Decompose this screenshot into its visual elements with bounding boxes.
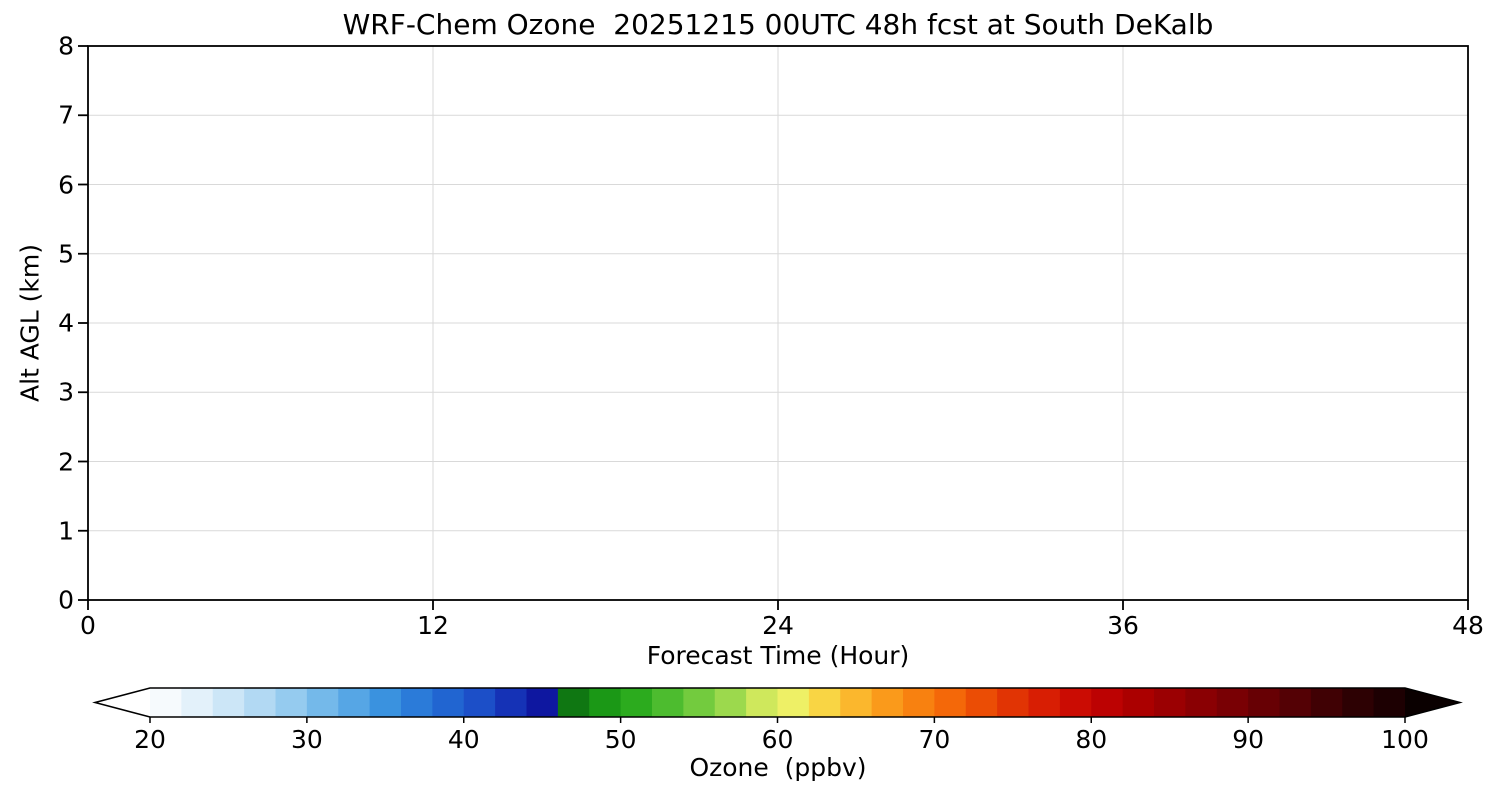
colorbar-segment	[1059, 688, 1092, 717]
colorbar-segment	[1248, 688, 1280, 717]
x-tick-label-36: 36	[1107, 611, 1139, 640]
colorbar-tick-label-20: 20	[134, 725, 166, 754]
y-tick-label-1: 1	[58, 516, 74, 546]
colorbar-segment	[495, 688, 527, 717]
colorbar-segment	[526, 688, 559, 717]
colorbar-segment	[1310, 688, 1343, 717]
x-tick-label-12: 12	[417, 611, 449, 640]
y-tick-label-3: 3	[58, 377, 74, 407]
y-tick-label-2: 2	[58, 447, 74, 476]
colorbar-segment	[808, 688, 841, 717]
colorbar-segment	[212, 688, 245, 717]
colorbar-segment	[181, 688, 214, 717]
colorbar-segment	[401, 688, 433, 717]
colorbar-segment	[150, 688, 182, 717]
colorbar-segment	[463, 688, 496, 717]
colorbar-segment	[369, 688, 402, 717]
colorbar-segment	[683, 688, 716, 717]
y-tick-label-4: 4	[58, 308, 74, 338]
colorbar-segment	[1216, 688, 1249, 717]
colorbar-segment	[1154, 688, 1186, 717]
colorbar-segment	[1342, 688, 1375, 717]
x-axis-label: Forecast Time (Hour)	[646, 641, 910, 670]
y-tick-label-0: 0	[58, 585, 74, 615]
colorbar-segment	[1373, 688, 1406, 717]
colorbar-segment	[997, 688, 1029, 717]
chart-title: WRF-Chem Ozone 20251215 00UTC 48h fcst a…	[342, 8, 1214, 41]
colorbar-segment	[557, 688, 590, 717]
colorbar-segment	[338, 688, 371, 717]
colorbar-segment	[840, 688, 873, 717]
colorbar-label: Ozone (ppbv)	[689, 753, 867, 782]
colorbar-segment	[1122, 688, 1155, 717]
colorbar-segment	[903, 688, 935, 717]
colorbar-under-arrow	[95, 688, 150, 717]
y-axis-label: Alt AGL (km)	[15, 243, 45, 403]
colorbar-segment	[777, 688, 810, 717]
colorbar-segment	[871, 688, 904, 717]
colorbar-tick-label-100: 100	[1381, 725, 1429, 754]
colorbar-segment	[1028, 688, 1061, 717]
y-tick-label-7: 7	[58, 100, 74, 130]
colorbar-segment	[714, 688, 747, 717]
colorbar-segment	[306, 688, 339, 717]
colorbar-tick-label-50: 50	[604, 725, 637, 754]
y-tick-label-6: 6	[58, 170, 74, 199]
y-tick-label-8: 8	[58, 31, 74, 61]
y-tick-label-5: 5	[58, 239, 74, 269]
x-tick-label-24: 24	[762, 611, 794, 640]
colorbar-tick-label-60: 60	[761, 725, 794, 754]
colorbar-segment	[589, 688, 622, 717]
colorbar-over-arrow	[1405, 688, 1460, 717]
colorbar-tick-label-90: 90	[1232, 725, 1265, 754]
colorbar-segment	[244, 688, 276, 717]
colorbar-segment	[1279, 688, 1312, 717]
colorbar-segment	[934, 688, 967, 717]
colorbar-segment	[746, 688, 778, 717]
colorbar-segment	[1091, 688, 1124, 717]
x-tick-label-48: 48	[1452, 611, 1484, 640]
colorbar-segment	[652, 688, 684, 717]
colorbar-segment	[1185, 688, 1218, 717]
colorbar-tick-label-70: 70	[918, 725, 951, 754]
colorbar-tick-label-40: 40	[447, 725, 480, 754]
colorbar-tick-label-80: 80	[1075, 725, 1108, 754]
colorbar-tick-label-30: 30	[290, 725, 323, 754]
colorbar-segment	[275, 688, 308, 717]
x-tick-label-0: 0	[80, 611, 96, 640]
colorbar-segment	[965, 688, 998, 717]
colorbar-segment	[432, 688, 465, 717]
colorbar-segment	[620, 688, 653, 717]
